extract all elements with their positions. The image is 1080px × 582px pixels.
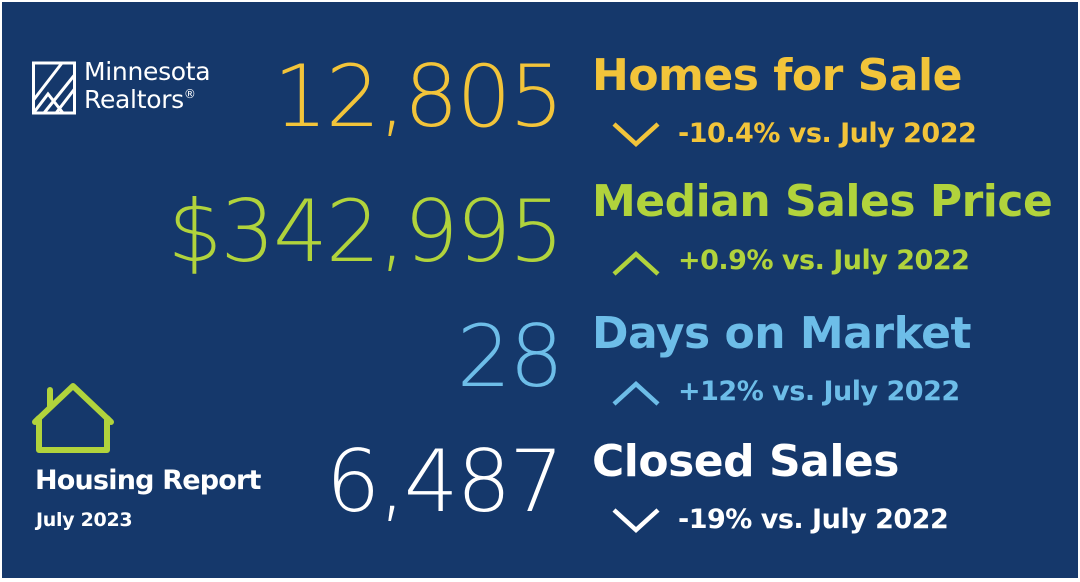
brand-line1: Minnesota (84, 57, 211, 86)
chevron-up-icon (612, 250, 660, 276)
median-sales-price-label: Median Sales Price (592, 176, 1053, 227)
median-sales-price-change: +0.9% vs. July 2022 (678, 245, 970, 276)
brand-name: Minnesota Realtors® (84, 57, 211, 114)
minnesota-realtors-logo-icon (32, 61, 76, 115)
closed-sales-change: -19% vs. July 2022 (678, 504, 949, 535)
registered-mark: ® (183, 87, 196, 101)
days-on-market-change: +12% vs. July 2022 (678, 376, 960, 407)
homes-for-sale-change: -10.4% vs. July 2022 (678, 118, 977, 149)
brand-logo: Minnesota Realtors® (32, 58, 272, 118)
median-sales-price-value: $342,995 (167, 182, 564, 282)
homes-for-sale-value: 12,805 (273, 47, 564, 147)
days-on-market-label: Days on Market (592, 308, 972, 359)
house-icon (32, 383, 114, 453)
days-on-market-value: 28 (456, 307, 564, 407)
closed-sales-value: 6,487 (325, 432, 564, 532)
chevron-down-icon (612, 508, 660, 534)
report-title: Housing Report (35, 465, 261, 496)
homes-for-sale-label: Homes for Sale (592, 50, 962, 101)
brand-line2: Realtors (84, 85, 184, 114)
closed-sales-label: Closed Sales (592, 436, 899, 487)
report-date: July 2023 (36, 509, 133, 531)
chevron-up-icon (612, 380, 660, 406)
chevron-down-icon (612, 122, 660, 148)
